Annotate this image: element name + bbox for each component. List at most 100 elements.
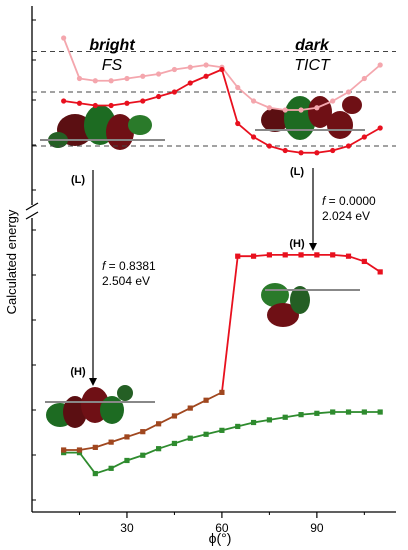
series-0-segment <box>174 66 191 71</box>
series-1-segment <box>142 95 159 102</box>
series-1-point <box>266 143 272 149</box>
series-0-point <box>345 89 352 95</box>
orbital-image-lumo-bright <box>40 105 165 150</box>
series-1-segment <box>63 100 80 105</box>
series-3-point <box>171 440 178 447</box>
series-2-point <box>298 252 304 258</box>
series-2-segment <box>189 399 207 409</box>
series-2-point <box>76 447 83 453</box>
series-1-point <box>140 98 146 104</box>
series-2-point <box>345 253 352 259</box>
series-2-point <box>203 397 209 403</box>
series-0-segment <box>253 100 270 109</box>
series-1-point <box>92 102 98 109</box>
series-3-point <box>298 412 304 418</box>
series-0-segment <box>79 77 96 82</box>
lumo-label-right: (L) <box>290 166 304 178</box>
series-0-point <box>61 35 67 41</box>
series-2-segment <box>95 441 112 449</box>
series-1-point <box>235 120 241 127</box>
series-2-point <box>282 252 288 258</box>
series-0-point <box>377 62 383 68</box>
series-2-segment <box>126 430 144 438</box>
series-3-segment <box>316 411 333 415</box>
series-3-point <box>92 470 98 477</box>
series-3-segment <box>110 459 128 470</box>
series-3-segment <box>95 467 112 475</box>
series-0-segment <box>332 91 349 102</box>
series-0-point <box>156 71 162 77</box>
homo-label-left: (H) <box>70 366 86 378</box>
series-0-point <box>361 75 367 82</box>
series-3-point <box>219 427 225 433</box>
series-0-segment <box>126 75 143 80</box>
series-1-segment <box>253 136 270 147</box>
series-3-segment <box>158 442 175 450</box>
series-2-segment <box>142 423 160 433</box>
series-1-point <box>203 73 209 79</box>
y-axis-label: Calculated energy <box>4 209 19 314</box>
series-3-segment <box>285 413 302 419</box>
series-2-point <box>156 421 162 427</box>
series-1-segment <box>285 149 302 154</box>
series-3-segment <box>190 433 207 440</box>
series-2-segment <box>110 436 128 443</box>
series-2-point <box>108 439 114 445</box>
series-1-segment <box>269 145 286 152</box>
series-0-segment <box>221 66 239 89</box>
series-2-segment <box>363 260 381 273</box>
series-1-segment <box>237 122 255 138</box>
series-3-point <box>61 450 67 456</box>
series-0-point <box>203 62 209 68</box>
series-3-segment <box>253 418 270 424</box>
homo-label-right: (H) <box>289 238 305 250</box>
x-tick-label-90: 90 <box>310 521 324 535</box>
series-0-segment <box>237 86 255 102</box>
series-0-segment <box>205 64 223 69</box>
series-2-point <box>377 269 383 275</box>
series-0-segment <box>190 64 207 69</box>
series-1-segment <box>316 149 333 154</box>
series-2-segment <box>158 415 175 425</box>
series-0-segment <box>363 64 381 80</box>
series-3-point <box>76 450 83 456</box>
series-1-point <box>156 93 162 100</box>
series-1-point <box>219 66 225 73</box>
series-2-point <box>124 434 130 440</box>
tict-label: TICT <box>294 57 331 74</box>
series-1-segment <box>221 69 239 124</box>
x-tick-label-30: 30 <box>120 521 134 535</box>
series-1-point <box>61 98 67 104</box>
series-1-segment <box>205 68 223 78</box>
series-1-segment <box>111 102 128 107</box>
series-1-point <box>298 150 304 156</box>
series-1-segment <box>332 145 349 152</box>
series-0-segment <box>111 77 128 82</box>
series-2-segment <box>221 256 239 393</box>
series-1-segment <box>158 91 175 98</box>
dark-label: dark <box>295 37 330 54</box>
axis-break-mark-bottom <box>25 211 39 220</box>
transition-energy-right: 2.024 eV <box>322 209 370 223</box>
series-0-point <box>92 78 98 84</box>
oscillator-strength-right: f = 0.0000 <box>322 194 376 208</box>
series-2-point <box>140 429 146 435</box>
series-0-point <box>235 84 241 91</box>
series-1-point <box>124 100 130 106</box>
series-3-point <box>330 409 336 415</box>
series-3-point <box>314 410 320 416</box>
series-3-point <box>266 417 272 423</box>
series-0-segment <box>158 68 175 75</box>
series-3-segment <box>142 447 159 457</box>
series-1-segment <box>348 136 365 147</box>
series-0-point <box>298 107 304 113</box>
series-1-point <box>361 134 367 140</box>
series-3-point <box>124 457 130 464</box>
fs-label: FS <box>102 57 123 74</box>
series-2-point <box>361 258 367 265</box>
series-2-point <box>250 253 257 259</box>
series-3-segment <box>174 437 191 445</box>
series-2-segment <box>79 446 96 451</box>
